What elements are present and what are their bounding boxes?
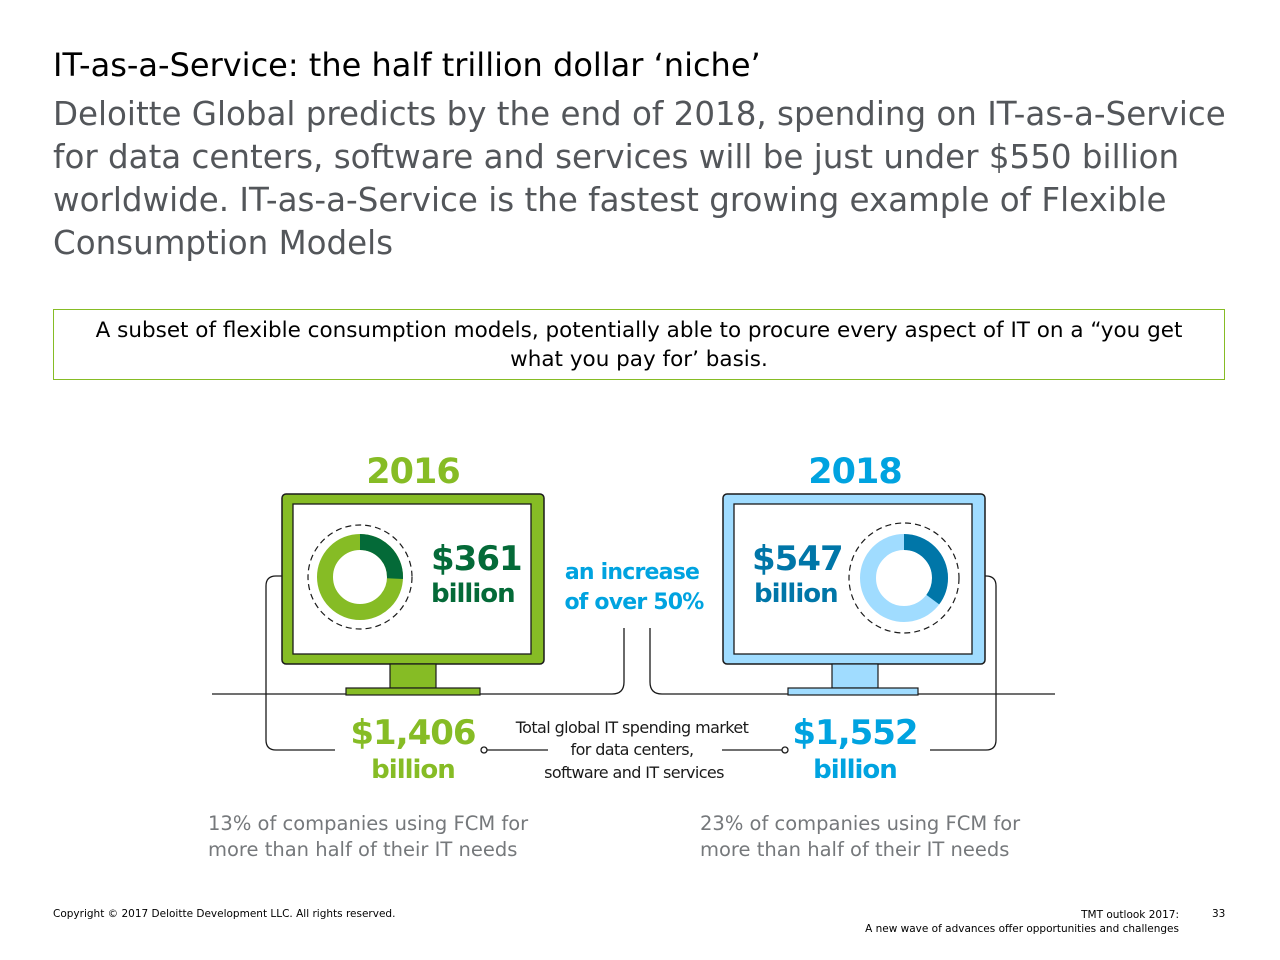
monitor-2018: $547 billion [722, 493, 986, 696]
total-2016: $1,406 [350, 713, 475, 753]
right-bracket-line [930, 575, 997, 751]
monitor-2018-stand [787, 687, 919, 696]
slide-title: IT-as-a-Service: the half trillion dolla… [53, 46, 761, 84]
total-2016-unit: billion [371, 755, 455, 785]
connector-dot-left [480, 746, 488, 754]
callout-text: A subset of flexible consumption models,… [95, 317, 1183, 372]
monitor-2016-stand [345, 687, 481, 696]
total-2018: $1,552 [792, 713, 917, 753]
footer-publication-line-2: A new wave of advances offer opportuniti… [865, 923, 1179, 935]
right-baseline [649, 628, 1055, 695]
total-2018-unit: billion [813, 755, 897, 785]
value-2018-unit: billion [754, 579, 838, 609]
note-2018-line-1: 23% of companies using FCM for [700, 812, 1021, 835]
left-bracket-line [265, 575, 335, 751]
note-2016-line-1: 13% of companies using FCM for [208, 812, 529, 835]
increase-line-2: of over 50% [564, 590, 704, 615]
value-2016-unit: billion [431, 579, 515, 609]
donut-2016-share [317, 534, 403, 620]
footer-publication-line-1: TMT outlook 2017: [1081, 909, 1179, 921]
monitor-2016: $361 billion [281, 493, 545, 696]
page-number: 33 [1212, 908, 1226, 920]
value-2016: $361 [431, 539, 522, 579]
left-baseline [212, 628, 625, 695]
slide-subtitle: Deloitte Global predicts by the end of 2… [53, 95, 1226, 262]
market-desc-line-2: for data centers, [571, 740, 694, 759]
footer-publication: TMT outlook 2017: A new wave of advances… [865, 908, 1179, 936]
note-2016: 13% of companies using FCM for more than… [208, 811, 528, 863]
market-desc-line-3: software and IT services [544, 763, 724, 782]
footer-copyright: Copyright © 2017 Deloitte Development LL… [53, 908, 396, 920]
value-2018: $547 [752, 539, 843, 579]
connector-dot-right [781, 746, 789, 754]
callout-box: A subset of flexible consumption models,… [53, 309, 1225, 380]
year-2016: 2016 [366, 452, 459, 492]
increase-line-1: an increase [565, 560, 699, 585]
market-desc-line-1: Total global IT spending market [515, 718, 749, 737]
note-2016-line-2: more than half of their IT needs [208, 838, 518, 861]
year-2018: 2018 [808, 452, 901, 492]
monitor-2016-neck [389, 663, 437, 689]
donut-2018-share [860, 534, 948, 622]
note-2018-line-2: more than half of their IT needs [700, 838, 1010, 861]
monitor-2018-neck [831, 663, 879, 689]
note-2018: 23% of companies using FCM for more than… [700, 811, 1020, 863]
